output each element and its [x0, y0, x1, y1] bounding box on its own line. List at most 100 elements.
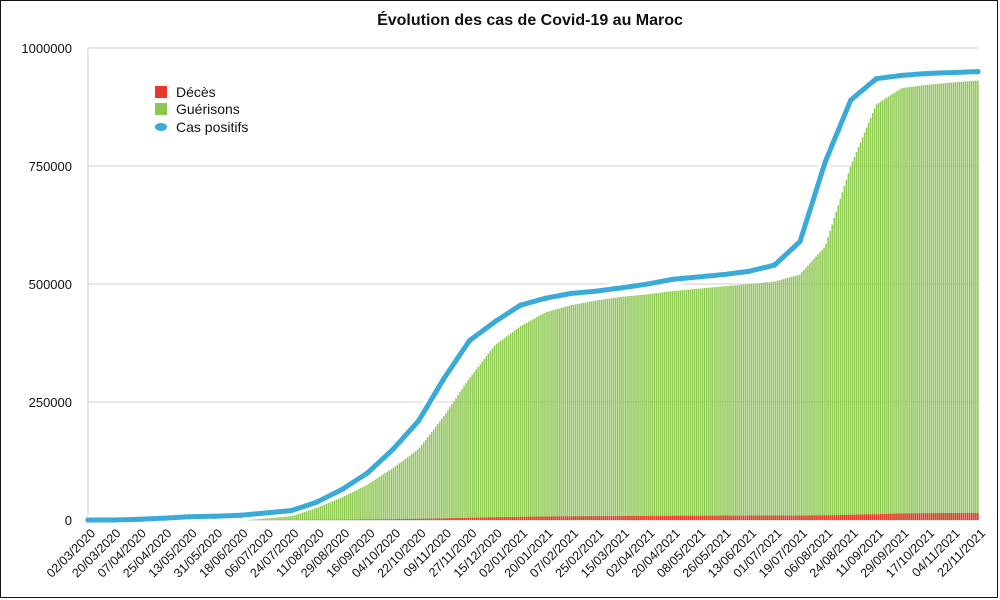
deaths-bar [455, 518, 457, 520]
recoveries-bar [665, 291, 668, 520]
deaths-bar [758, 515, 761, 520]
legend-label-deaths: Décès [176, 84, 216, 100]
recoveries-bar [762, 282, 765, 520]
recoveries-bar [473, 372, 475, 520]
deaths-bar [406, 518, 409, 520]
deaths-bar [477, 517, 480, 520]
recoveries-bar [916, 86, 918, 521]
positive-cases-point [848, 97, 854, 103]
deaths-bar [744, 515, 747, 520]
deaths-bar [475, 517, 478, 520]
recoveries-bar [797, 275, 799, 520]
recoveries-bar [370, 482, 372, 520]
deaths-bar [908, 513, 910, 520]
y-tick-label-2: 500000 [29, 277, 72, 292]
deaths-bar [695, 515, 698, 520]
deaths-bar [402, 519, 405, 520]
deaths-bar [428, 518, 431, 520]
recoveries-bar [339, 497, 342, 520]
recoveries-bar [343, 496, 346, 520]
recoveries-bar [880, 101, 882, 521]
recoveries-bar [519, 326, 522, 520]
deaths-bar [871, 514, 874, 520]
deaths-bar [509, 517, 512, 520]
deaths-bar [724, 515, 726, 520]
recoveries-bar [744, 284, 746, 520]
recoveries-bar [720, 286, 722, 520]
deaths-bar [845, 514, 848, 520]
deaths-bar [495, 517, 498, 520]
recoveries-bar [697, 288, 700, 520]
deaths-bar [443, 518, 445, 520]
deaths-bar [441, 518, 443, 520]
recoveries-bar [647, 294, 649, 520]
deaths-bar [762, 515, 765, 520]
recoveries-bar [788, 277, 791, 520]
deaths-bar [916, 513, 919, 520]
recoveries-bar [606, 298, 609, 520]
recoveries-bar [926, 84, 929, 520]
deaths-bar [546, 516, 548, 520]
recoveries-bar [655, 293, 657, 520]
recoveries-bar [768, 282, 771, 520]
legend-swatch-positive-cases [155, 123, 167, 131]
deaths-bar [803, 515, 805, 520]
recoveries-bar [914, 86, 916, 521]
recoveries-bar [928, 84, 931, 521]
recoveries-bar [356, 489, 358, 520]
deaths-bar [971, 513, 973, 520]
recoveries-bar [542, 313, 544, 520]
recoveries-bar [966, 81, 969, 520]
deaths-bar [489, 517, 492, 520]
recoveries-bar [426, 437, 429, 520]
deaths-bar [823, 515, 825, 520]
recoveries-bar [960, 81, 963, 520]
positive-cases-point [746, 268, 752, 274]
deaths-bar [795, 515, 797, 520]
recoveries-bar [590, 301, 593, 520]
deaths-bar [756, 515, 759, 520]
recoveries-bar [613, 297, 615, 520]
recoveries-bar [740, 284, 742, 520]
recoveries-bar [651, 293, 653, 520]
recoveries-bar [447, 410, 449, 520]
recoveries-bar [817, 254, 819, 520]
deaths-bar [906, 513, 908, 520]
recoveries-bar [778, 280, 781, 520]
deaths-bar [416, 518, 419, 520]
deaths-bar [940, 513, 943, 520]
deaths-bar [594, 516, 597, 520]
recoveries-bar [495, 344, 498, 520]
deaths-bar [687, 515, 690, 520]
positive-cases-point [797, 238, 803, 245]
recoveries-bar [487, 353, 490, 520]
recoveries-bar [422, 442, 425, 520]
deaths-bar [526, 516, 528, 520]
deaths-bar [954, 513, 957, 520]
recoveries-bar [584, 302, 587, 520]
recoveries-bar [481, 361, 484, 520]
deaths-bar [400, 519, 403, 520]
positive-cases-point [314, 499, 320, 505]
deaths-bar [969, 513, 971, 520]
deaths-bar [390, 519, 393, 520]
recoveries-bar [331, 501, 334, 520]
deaths-bar [479, 517, 482, 520]
recoveries-bar [604, 299, 607, 520]
deaths-bar [366, 519, 368, 520]
recoveries-bar [586, 302, 589, 520]
deaths-bar [613, 516, 615, 520]
recoveries-bar [471, 374, 473, 520]
deaths-bar [499, 517, 502, 520]
deaths-bar [606, 516, 609, 520]
recoveries-bar [564, 306, 566, 520]
deaths-bar [536, 516, 538, 520]
recoveries-bar [333, 500, 336, 520]
deaths-bar [635, 515, 637, 520]
deaths-bar [886, 513, 888, 520]
recoveries-bar [301, 510, 304, 520]
recoveries-bar [940, 83, 943, 520]
recoveries-bar [562, 307, 564, 520]
recoveries-bar [661, 292, 664, 520]
recoveries-bar [550, 310, 552, 520]
